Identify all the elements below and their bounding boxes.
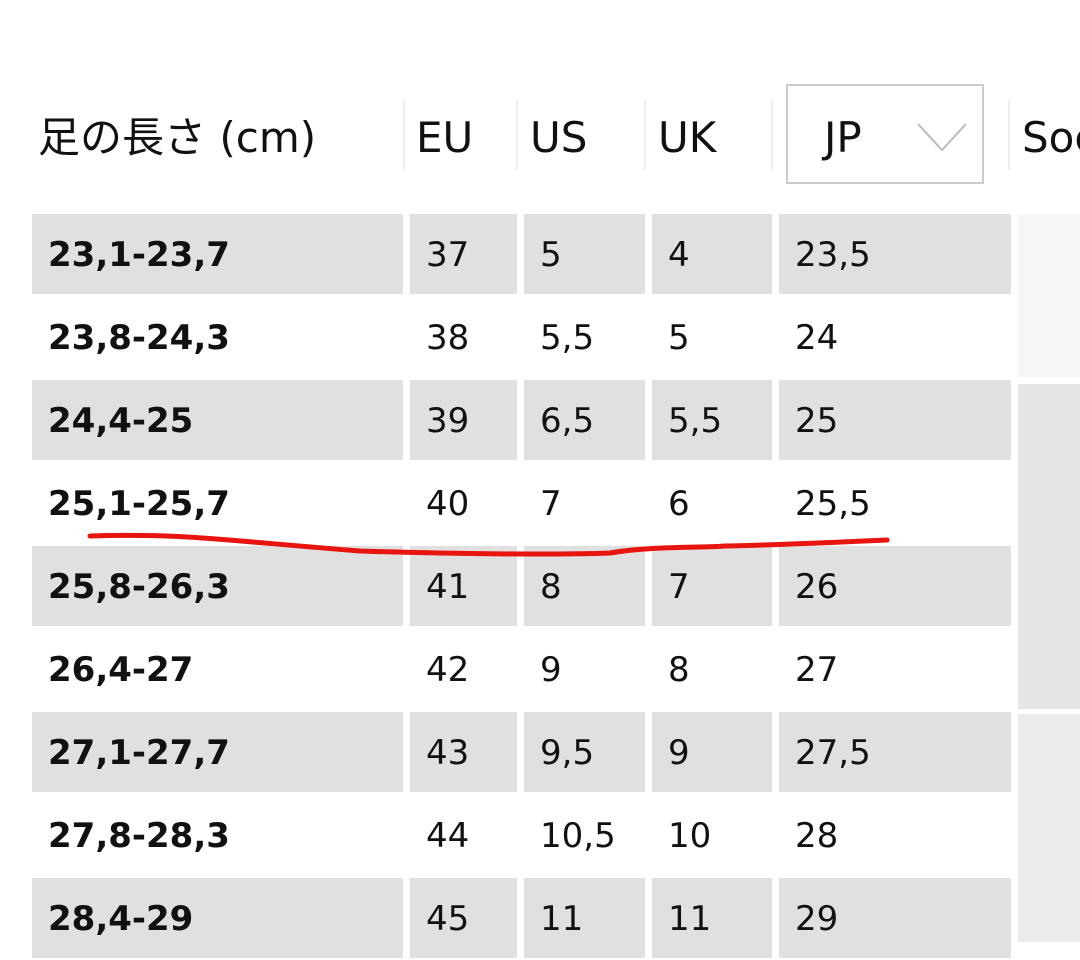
table-cell: 27,8-28,3 bbox=[48, 816, 230, 856]
column-header[interactable]: JP bbox=[824, 113, 862, 162]
table-cell: 25,8-26,3 bbox=[32, 546, 403, 626]
table-cell: 7 bbox=[540, 484, 562, 524]
table-cell: 28 bbox=[795, 816, 839, 856]
table-cell: 6 bbox=[668, 484, 690, 524]
table-cell: 26,4-27 bbox=[48, 650, 194, 690]
table-cell: 9 bbox=[540, 650, 562, 690]
table-cell: 45 bbox=[410, 878, 517, 958]
column-header: US bbox=[530, 113, 588, 162]
table-cell: 25 bbox=[779, 380, 1011, 460]
table-cell: 23,5 bbox=[779, 214, 1011, 294]
table-cell: 9 bbox=[652, 712, 772, 792]
table-cell: 9,5 bbox=[524, 712, 645, 792]
table-cell: 25,5 bbox=[795, 484, 871, 524]
table-cell: 23,8-24,3 bbox=[48, 318, 230, 358]
side-block bbox=[1018, 214, 1080, 377]
header-separator bbox=[403, 100, 405, 170]
table-cell: 7 bbox=[652, 546, 772, 626]
table-cell: 11 bbox=[652, 878, 772, 958]
column-header: EU bbox=[416, 113, 474, 162]
table-cell: 25,1-25,7 bbox=[48, 484, 230, 524]
table-cell: 43 bbox=[410, 712, 517, 792]
table-cell: 27,5 bbox=[779, 712, 1011, 792]
table-cell: 42 bbox=[426, 650, 470, 690]
header-separator bbox=[644, 100, 646, 170]
header-separator bbox=[771, 100, 773, 170]
jp-selector[interactable] bbox=[786, 84, 984, 184]
side-block bbox=[1018, 714, 1080, 942]
side-block bbox=[1018, 384, 1080, 709]
table-cell: 40 bbox=[426, 484, 470, 524]
column-header: Soc bbox=[1022, 113, 1080, 162]
table-cell: 10 bbox=[668, 816, 712, 856]
table-cell: 24 bbox=[795, 318, 839, 358]
table-cell: 26 bbox=[779, 546, 1011, 626]
table-cell: 4 bbox=[652, 214, 772, 294]
table-cell: 39 bbox=[410, 380, 517, 460]
table-cell: 11 bbox=[524, 878, 645, 958]
table-cell: 37 bbox=[410, 214, 517, 294]
table-cell: 41 bbox=[410, 546, 517, 626]
table-cell: 23,1-23,7 bbox=[32, 214, 403, 294]
table-cell: 38 bbox=[426, 318, 470, 358]
table-cell: 44 bbox=[426, 816, 470, 856]
table-cell: 5 bbox=[524, 214, 645, 294]
table-cell: 27,1-27,7 bbox=[32, 712, 403, 792]
table-cell: 6,5 bbox=[524, 380, 645, 460]
table-cell: 5 bbox=[668, 318, 690, 358]
table-cell: 5,5 bbox=[540, 318, 595, 358]
table-cell: 24,4-25 bbox=[32, 380, 403, 460]
table-cell: 5,5 bbox=[652, 380, 772, 460]
column-header: UK bbox=[658, 113, 717, 162]
table-cell: 29 bbox=[779, 878, 1011, 958]
chevron bbox=[917, 123, 967, 152]
table-cell: 10,5 bbox=[540, 816, 616, 856]
table-cell: 8 bbox=[668, 650, 690, 690]
header-separator bbox=[516, 100, 518, 170]
header-separator bbox=[1008, 100, 1010, 170]
column-header: 足の長さ (cm) bbox=[38, 113, 317, 162]
table-cell: 8 bbox=[524, 546, 645, 626]
table-cell: 27 bbox=[795, 650, 839, 690]
table-cell: 28,4-29 bbox=[32, 878, 403, 958]
